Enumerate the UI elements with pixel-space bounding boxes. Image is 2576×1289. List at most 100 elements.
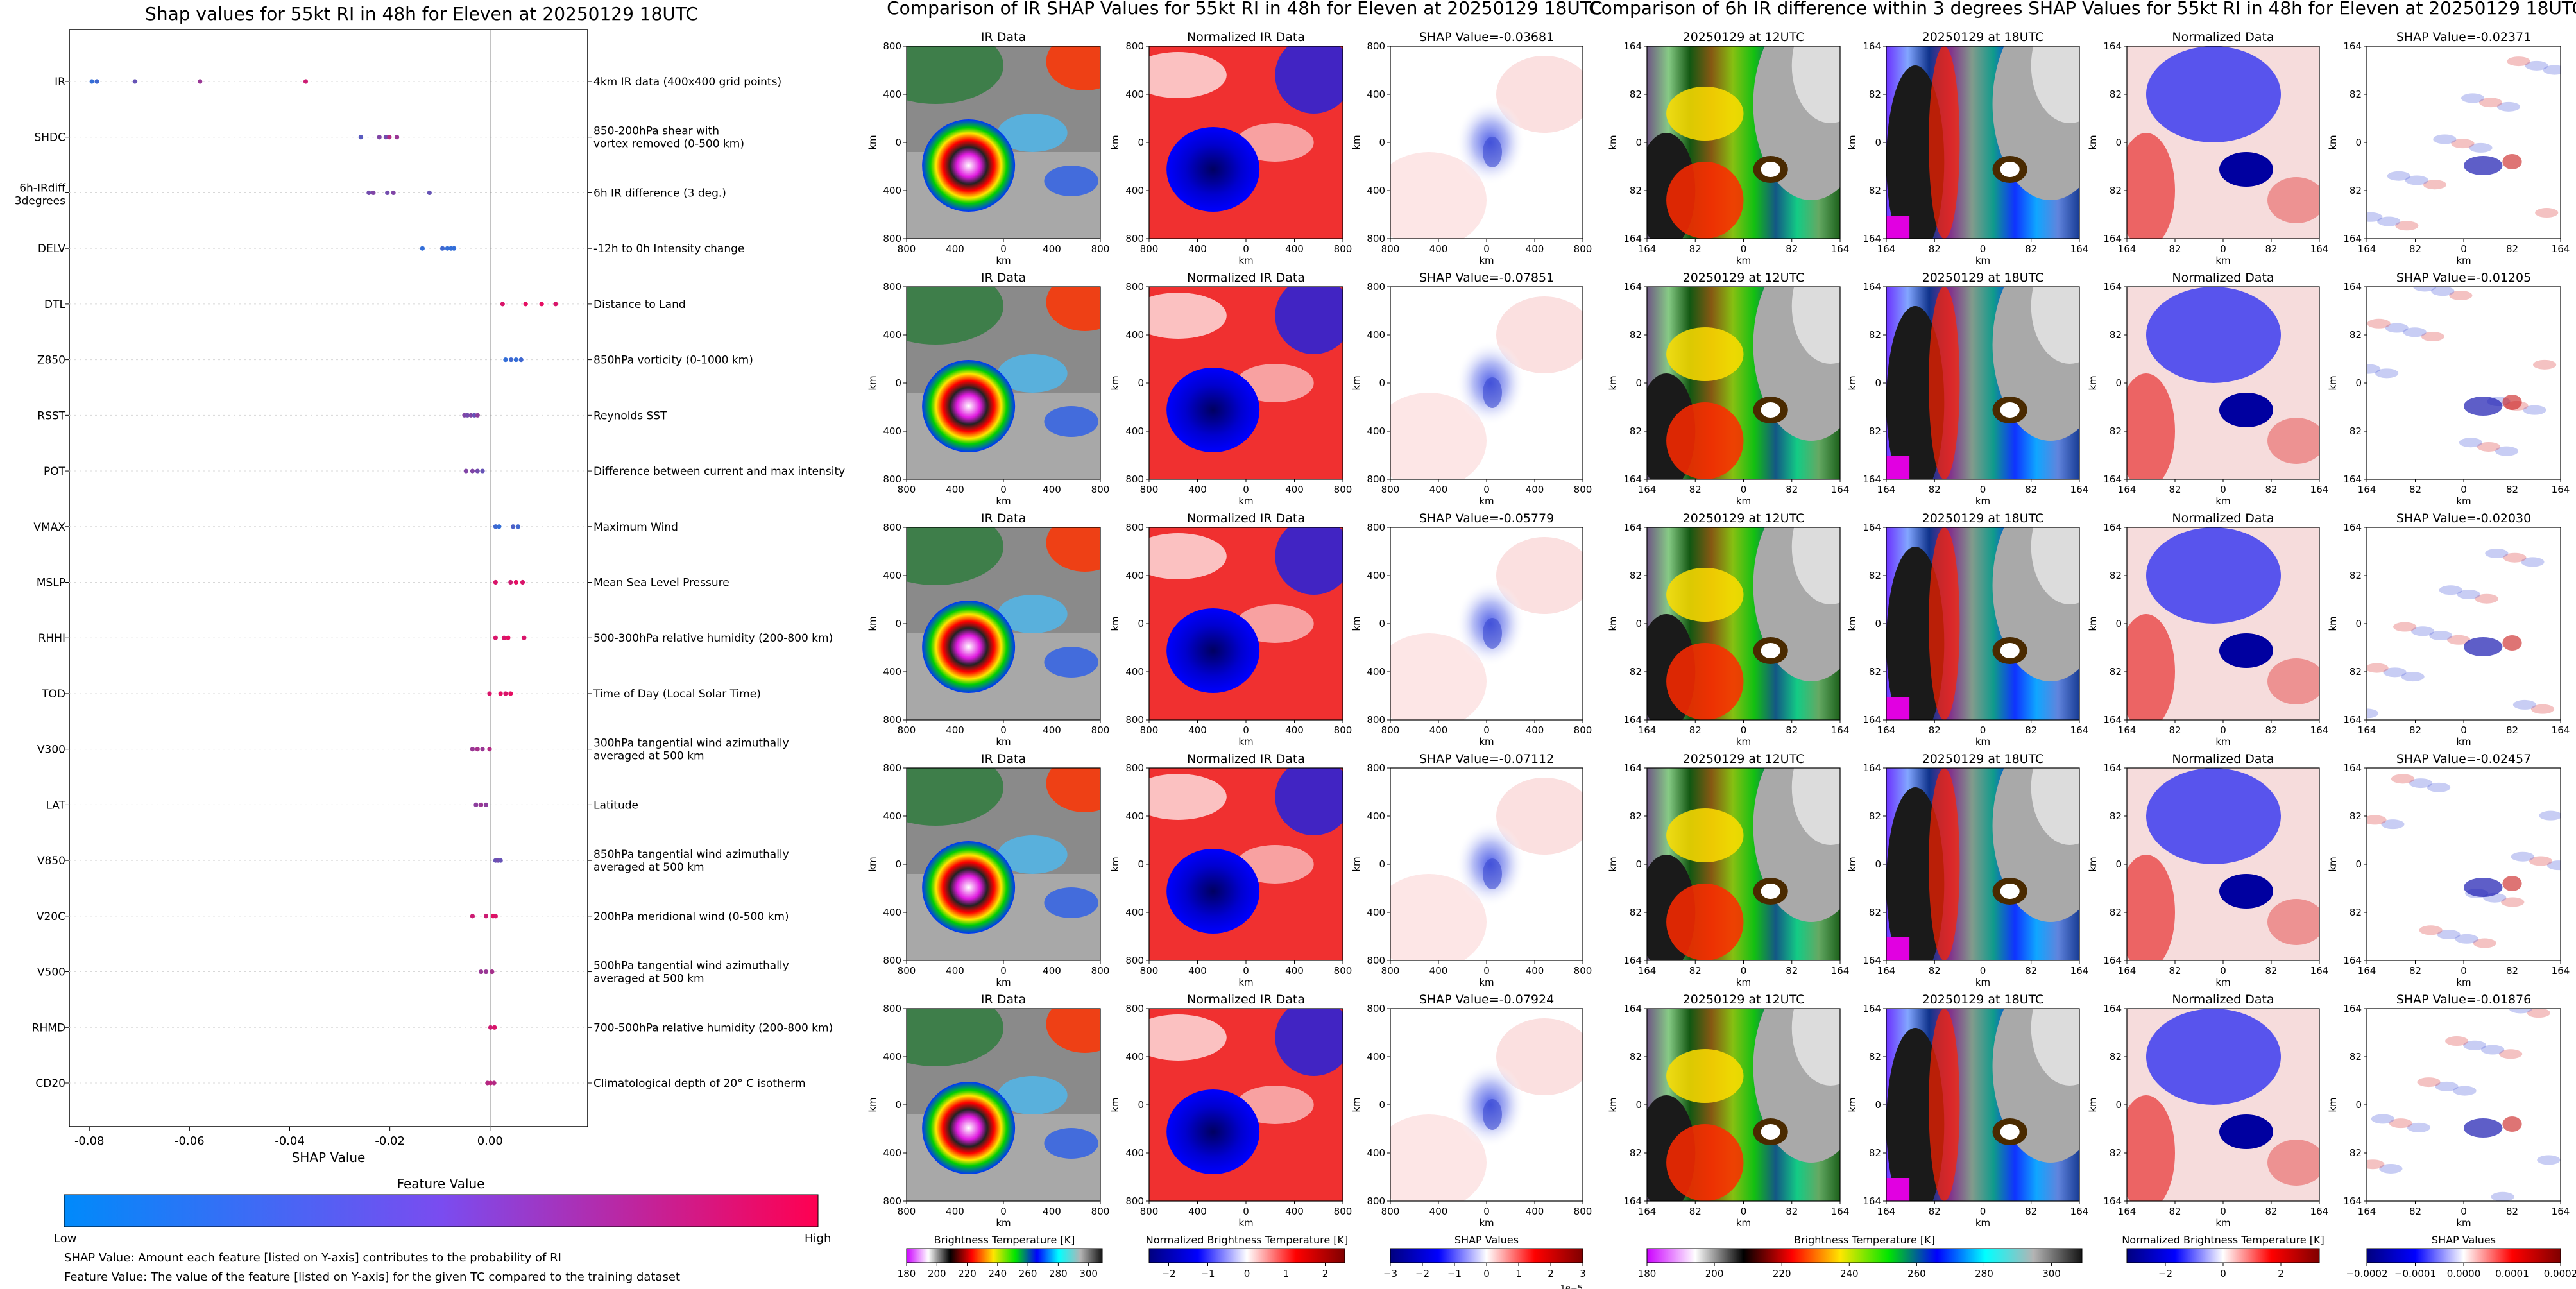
panel-title: Normalized IR Data xyxy=(1187,993,1305,1007)
x-tick-label: 82 xyxy=(1689,1206,1702,1217)
x-tick-label: 164 xyxy=(2358,724,2376,736)
feature-name: DELV xyxy=(38,243,65,255)
x-axis-label: km xyxy=(1479,736,1494,747)
x-tick-label: 800 xyxy=(1574,965,1592,977)
y-tick-label: 400 xyxy=(883,570,901,581)
x-tick-label: 164 xyxy=(2118,243,2137,255)
x-tick-label: 82 xyxy=(1929,484,1941,495)
panel-image xyxy=(1646,1008,1841,1202)
colorbar-bar xyxy=(2126,1248,2320,1263)
x-tick-label: 164 xyxy=(2552,965,2570,977)
y-tick-label: 800 xyxy=(883,522,901,533)
y-tick-label: 164 xyxy=(1863,281,1881,293)
x-tick-label: 82 xyxy=(2169,1206,2181,1217)
panel-image xyxy=(1390,46,1583,239)
colorbar-tick-label: 0 xyxy=(2220,1268,2226,1279)
shap-point xyxy=(465,413,470,418)
panel-title: Normalized IR Data xyxy=(1187,511,1305,525)
x-tick-label: 82 xyxy=(2409,484,2421,495)
colorbar-tick-label: 1 xyxy=(1515,1268,1522,1279)
shap-point xyxy=(500,302,505,307)
y-tick-label: 0 xyxy=(1635,1099,1642,1111)
x-tick-label: 400 xyxy=(1526,1206,1544,1217)
x-tick-label: 164 xyxy=(2552,484,2570,495)
shap-point xyxy=(518,357,524,363)
y-tick-label: 82 xyxy=(1869,570,1881,581)
x-tick-label: 800 xyxy=(1334,484,1352,495)
x-tick-label: 0 xyxy=(2461,243,2467,255)
y-tick-label: 400 xyxy=(1125,1147,1144,1159)
y-tick-label: 800 xyxy=(1125,1195,1144,1207)
shap-point xyxy=(487,747,492,752)
x-axis-label: km xyxy=(2456,736,2471,747)
y-tick-label: 164 xyxy=(2103,281,2122,293)
y-tick-label: 82 xyxy=(1869,666,1881,678)
y-tick-label: 164 xyxy=(1623,474,1642,485)
colorbar: SHAP Values −0.0002 −0.0001 0.0000 0.0001 0.0… xyxy=(2346,1234,2576,1279)
feature-value-colorbar-high: High xyxy=(805,1232,831,1245)
x-tick-label: 164 xyxy=(2310,724,2329,736)
y-tick-label: 164 xyxy=(1863,1195,1881,1207)
colorbar-tick-label: 200 xyxy=(1705,1268,1724,1279)
x-tick-label: 0 xyxy=(1000,724,1007,736)
y-tick-label: 82 xyxy=(1869,329,1881,341)
x-axis-label: km xyxy=(996,977,1011,988)
panel-image xyxy=(1886,1008,2080,1202)
colorbar-tick-label: 240 xyxy=(989,1268,1007,1279)
x-tick-label: 0 xyxy=(1483,1206,1490,1217)
shap-point xyxy=(511,524,516,529)
panel-image xyxy=(906,286,1101,480)
x-tick-label: 400 xyxy=(946,965,964,977)
shap-point xyxy=(483,969,489,975)
x-tick-label: 82 xyxy=(2025,484,2037,495)
x-tick-label: 400 xyxy=(946,484,964,495)
x-tick-label: 82 xyxy=(2265,484,2277,495)
y-axis-label: km xyxy=(1607,616,1619,631)
y-tick-label: 400 xyxy=(1367,89,1385,100)
y-tick-label: 82 xyxy=(2350,89,2362,100)
x-axis-label: km xyxy=(1479,255,1494,266)
x-tick-label: 164 xyxy=(1877,724,1896,736)
x-tick-label: 0 xyxy=(1000,243,1007,255)
panel-image xyxy=(1886,767,2080,961)
y-axis-label: km xyxy=(1351,1097,1362,1112)
y-tick-label: 164 xyxy=(1863,474,1881,485)
y-tick-label: 164 xyxy=(2103,762,2122,774)
feature-desc-line2: averaged at 500 km xyxy=(593,750,704,763)
feature-desc: 700-500hPa relative humidity (200-800 km… xyxy=(593,1021,833,1034)
shap-point xyxy=(394,135,400,140)
panel-image xyxy=(1646,527,1841,721)
x-tick-label: 164 xyxy=(2358,1206,2376,1217)
x-tick-label: 800 xyxy=(898,484,916,495)
x-tick-label: 400 xyxy=(946,724,964,736)
shap-point xyxy=(498,691,503,696)
shap-point xyxy=(385,190,390,196)
y-tick-label: 400 xyxy=(1367,1051,1385,1063)
x-axis-label: km xyxy=(1736,736,1751,747)
x-tick-label: 164 xyxy=(2310,243,2329,255)
x-tick-label: 82 xyxy=(2025,965,2037,977)
y-tick-label: 164 xyxy=(1623,1003,1642,1014)
panel-image xyxy=(1646,767,1841,961)
x-tick-label: 164 xyxy=(1638,484,1657,495)
x-tick-label: 164 xyxy=(1877,243,1896,255)
y-axis-label: km xyxy=(1351,616,1362,631)
colorbar-tick-label: 0.0001 xyxy=(2495,1268,2529,1279)
x-tick-label: 164 xyxy=(1877,965,1896,977)
y-axis-label: km xyxy=(1109,857,1121,871)
feature-name: LAT xyxy=(46,799,65,812)
x-tick-label: 800 xyxy=(1381,724,1400,736)
feature-desc: 6h IR difference (3 deg.) xyxy=(593,187,726,200)
colorbar-tick-label: 280 xyxy=(1975,1268,1993,1279)
x-tick-label: 82 xyxy=(2409,1206,2421,1217)
x-tick-label: 164 xyxy=(2358,484,2376,495)
shap-point xyxy=(470,747,475,752)
shap-point xyxy=(475,468,480,474)
shap-point xyxy=(94,79,99,84)
y-tick-label: 0 xyxy=(1138,618,1144,629)
x-axis-label: km xyxy=(1479,977,1494,988)
